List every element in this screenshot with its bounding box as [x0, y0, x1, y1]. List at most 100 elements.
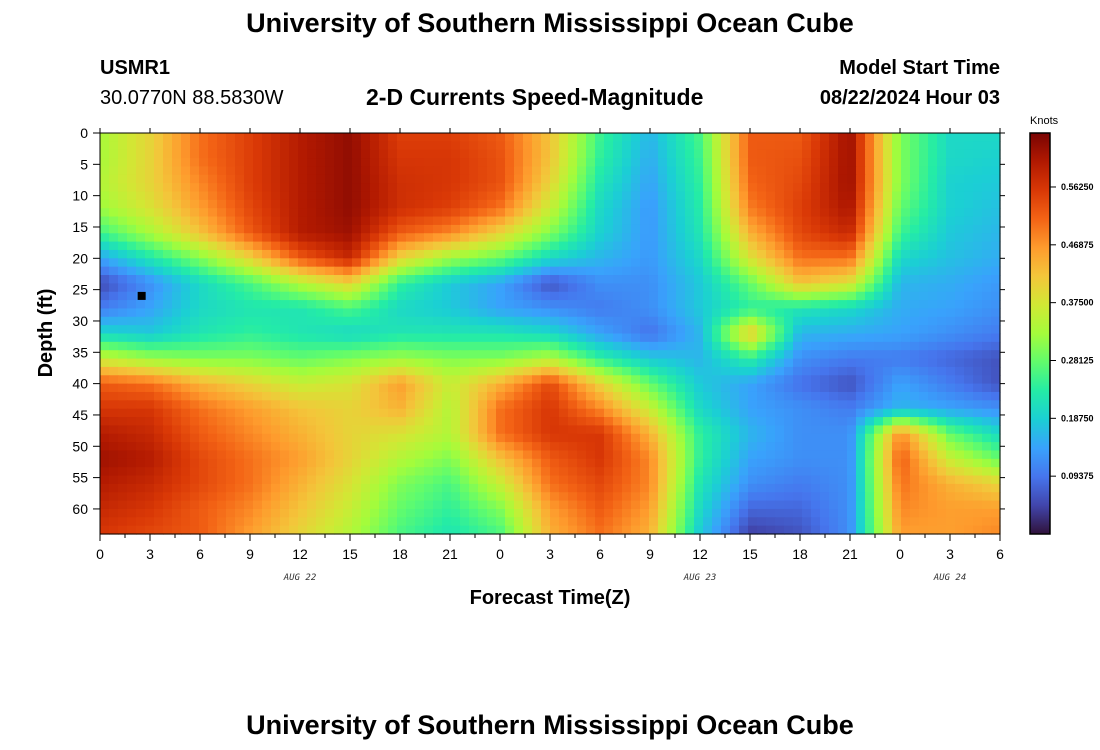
- heatmap-cell: [883, 358, 893, 368]
- heatmap-cell: [793, 149, 803, 159]
- heatmap-cell: [181, 500, 191, 510]
- heatmap-cell: [928, 341, 938, 351]
- heatmap-cell: [145, 166, 155, 176]
- colorbar-unit: Knots: [1030, 115, 1059, 127]
- heatmap-cell: [217, 149, 227, 159]
- heatmap-cell: [838, 141, 848, 151]
- heatmap-cell: [910, 133, 920, 142]
- heatmap-cell: [685, 366, 695, 376]
- heatmap-cell: [721, 417, 731, 426]
- heatmap-cell: [127, 291, 137, 301]
- heatmap-cell: [145, 383, 155, 393]
- heatmap-cell: [919, 508, 929, 518]
- heatmap-cell: [775, 458, 785, 468]
- heatmap-cell: [307, 183, 317, 193]
- heatmap-cell: [181, 375, 191, 385]
- heatmap-cell: [172, 517, 182, 527]
- heatmap-cell: [757, 158, 767, 168]
- heatmap-cell: [244, 400, 254, 410]
- heatmap-cell: [262, 241, 272, 251]
- heatmap-cell: [712, 483, 722, 493]
- heatmap-cell: [523, 483, 533, 493]
- heatmap-cell: [532, 375, 542, 385]
- heatmap-cell: [820, 400, 830, 410]
- heatmap-cell: [262, 408, 272, 418]
- heatmap-cell: [757, 191, 767, 201]
- heatmap-cell: [721, 450, 731, 460]
- heatmap-cell: [784, 249, 794, 259]
- heatmap-cell: [559, 241, 569, 251]
- heatmap-cell: [442, 241, 452, 251]
- heatmap-cell: [892, 300, 902, 310]
- heatmap-cell: [442, 291, 452, 301]
- heatmap-cell: [541, 233, 551, 243]
- heatmap-cell: [757, 258, 767, 268]
- heatmap-cell: [379, 241, 389, 251]
- heatmap-cell: [109, 266, 119, 276]
- heatmap-cell: [955, 375, 965, 385]
- heatmap-cell: [721, 208, 731, 218]
- heatmap-cell: [316, 133, 326, 142]
- heatmap-cell: [658, 391, 668, 401]
- heatmap-cell: [505, 316, 515, 326]
- heatmap-cell: [316, 183, 326, 193]
- heatmap-cell: [676, 333, 686, 343]
- heatmap-cell: [532, 433, 542, 443]
- heatmap-cell: [910, 174, 920, 184]
- heatmap-cell: [505, 149, 515, 159]
- heatmap-cell: [649, 291, 659, 301]
- heatmap-cell: [955, 141, 965, 151]
- heatmap-cell: [658, 174, 668, 184]
- heatmap-cell: [613, 408, 623, 418]
- heatmap-cell: [928, 492, 938, 502]
- heatmap-cell: [631, 166, 641, 176]
- heatmap-cell: [532, 350, 542, 360]
- heatmap-cell: [397, 316, 407, 326]
- heatmap-cell: [172, 258, 182, 268]
- heatmap-cell: [991, 216, 1001, 226]
- heatmap-cell: [775, 383, 785, 393]
- heatmap-cell: [487, 183, 497, 193]
- heatmap-cell: [199, 300, 209, 310]
- heatmap-cell: [820, 158, 830, 168]
- heatmap-cell: [694, 258, 704, 268]
- heatmap-cell: [244, 483, 254, 493]
- heatmap-cell: [658, 216, 668, 226]
- heatmap-cell: [253, 141, 263, 151]
- heatmap-cell: [892, 358, 902, 368]
- heatmap-cell: [631, 508, 641, 518]
- heatmap-cell: [955, 458, 965, 468]
- heatmap-cell: [856, 333, 866, 343]
- heatmap-cell: [712, 358, 722, 368]
- heatmap-cell: [928, 208, 938, 218]
- heatmap-cell: [118, 325, 128, 335]
- heatmap-cell: [640, 358, 650, 368]
- heatmap-cell: [100, 500, 110, 510]
- y-tick-label: 60: [72, 501, 88, 517]
- heatmap-cell: [109, 258, 119, 268]
- heatmap-cell: [532, 158, 542, 168]
- heatmap-cell: [622, 266, 632, 276]
- heatmap-cell: [568, 442, 578, 452]
- heatmap-cell: [145, 300, 155, 310]
- heatmap-cell: [505, 249, 515, 259]
- heatmap-cell: [433, 258, 443, 268]
- heatmap-cell: [163, 467, 173, 477]
- heatmap-cell: [154, 492, 164, 502]
- heatmap-cell: [901, 366, 911, 376]
- heatmap-cell: [100, 149, 110, 159]
- heatmap-cell: [910, 300, 920, 310]
- heatmap-cell: [127, 224, 137, 234]
- heatmap-cell: [388, 191, 398, 201]
- heatmap-cell: [469, 467, 479, 477]
- heatmap-cell: [631, 475, 641, 485]
- heatmap-cell: [253, 291, 263, 301]
- heatmap-cell: [433, 300, 443, 310]
- heatmap-cell: [856, 300, 866, 310]
- heatmap-cell: [217, 316, 227, 326]
- heatmap-cell: [595, 375, 605, 385]
- heatmap-cell: [532, 341, 542, 351]
- heatmap-cell: [883, 442, 893, 452]
- heatmap-cell: [955, 133, 965, 142]
- heatmap-cell: [136, 358, 146, 368]
